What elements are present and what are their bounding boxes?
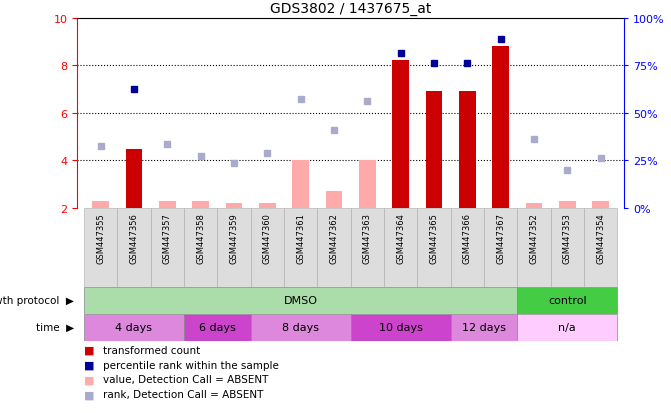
Text: control: control xyxy=(548,295,586,306)
Text: DMSO: DMSO xyxy=(284,295,317,306)
Bar xyxy=(284,209,317,287)
Text: ■: ■ xyxy=(84,345,95,355)
Bar xyxy=(592,202,609,209)
Bar xyxy=(517,209,551,287)
Text: GSM447357: GSM447357 xyxy=(162,212,172,263)
Text: GSM447366: GSM447366 xyxy=(463,212,472,263)
Bar xyxy=(493,47,509,209)
Bar xyxy=(484,209,517,287)
Bar xyxy=(117,209,150,287)
Text: GSM447352: GSM447352 xyxy=(529,212,539,263)
Text: ■: ■ xyxy=(84,375,95,385)
Text: ■: ■ xyxy=(84,389,95,399)
Bar xyxy=(250,314,351,341)
Bar xyxy=(159,202,176,209)
Bar xyxy=(150,209,184,287)
Bar xyxy=(293,161,309,209)
Text: GSM447363: GSM447363 xyxy=(363,212,372,263)
Bar xyxy=(459,92,476,209)
Bar xyxy=(517,287,617,314)
Bar xyxy=(425,92,442,209)
Text: GSM447365: GSM447365 xyxy=(429,212,438,263)
Bar xyxy=(451,314,517,341)
Bar xyxy=(384,209,417,287)
Bar xyxy=(84,209,117,287)
Bar xyxy=(259,204,276,209)
Text: GSM447358: GSM447358 xyxy=(196,212,205,263)
Bar xyxy=(184,209,217,287)
Text: time  ▶: time ▶ xyxy=(36,322,74,332)
Bar xyxy=(92,202,109,209)
Bar xyxy=(84,287,517,314)
Text: n/a: n/a xyxy=(558,322,576,332)
Text: GSM447356: GSM447356 xyxy=(130,212,138,263)
Bar xyxy=(359,161,376,209)
Text: GSM447360: GSM447360 xyxy=(263,212,272,263)
Text: 6 days: 6 days xyxy=(199,322,236,332)
Bar xyxy=(184,314,250,341)
Text: GSM447355: GSM447355 xyxy=(96,212,105,263)
Text: 8 days: 8 days xyxy=(282,322,319,332)
Bar xyxy=(325,192,342,209)
Text: value, Detection Call = ABSENT: value, Detection Call = ABSENT xyxy=(103,375,268,385)
Text: rank, Detection Call = ABSENT: rank, Detection Call = ABSENT xyxy=(103,389,263,399)
Bar xyxy=(517,314,617,341)
Bar xyxy=(250,209,284,287)
Bar xyxy=(584,209,617,287)
Bar xyxy=(217,209,250,287)
Title: GDS3802 / 1437675_at: GDS3802 / 1437675_at xyxy=(270,2,431,16)
Text: 4 days: 4 days xyxy=(115,322,152,332)
Bar xyxy=(351,209,384,287)
Text: GSM447364: GSM447364 xyxy=(396,212,405,263)
Bar xyxy=(559,202,576,209)
Text: GSM447362: GSM447362 xyxy=(329,212,338,263)
Text: growth protocol  ▶: growth protocol ▶ xyxy=(0,295,74,306)
Bar xyxy=(317,209,351,287)
Bar xyxy=(451,209,484,287)
Text: GSM447359: GSM447359 xyxy=(229,212,238,263)
Bar xyxy=(125,149,142,209)
Text: percentile rank within the sample: percentile rank within the sample xyxy=(103,360,278,370)
Bar xyxy=(192,202,209,209)
Text: ■: ■ xyxy=(84,360,95,370)
Text: GSM447353: GSM447353 xyxy=(563,212,572,263)
Bar xyxy=(84,314,184,341)
Bar xyxy=(525,204,542,209)
Bar xyxy=(417,209,451,287)
Text: transformed count: transformed count xyxy=(103,345,200,355)
Bar xyxy=(393,61,409,209)
Text: GSM447354: GSM447354 xyxy=(597,212,605,263)
Text: GSM447367: GSM447367 xyxy=(496,212,505,263)
Bar xyxy=(225,204,242,209)
Text: GSM447361: GSM447361 xyxy=(296,212,305,263)
Text: 10 days: 10 days xyxy=(378,322,423,332)
Text: 12 days: 12 days xyxy=(462,322,506,332)
Bar xyxy=(551,209,584,287)
Bar xyxy=(351,314,451,341)
